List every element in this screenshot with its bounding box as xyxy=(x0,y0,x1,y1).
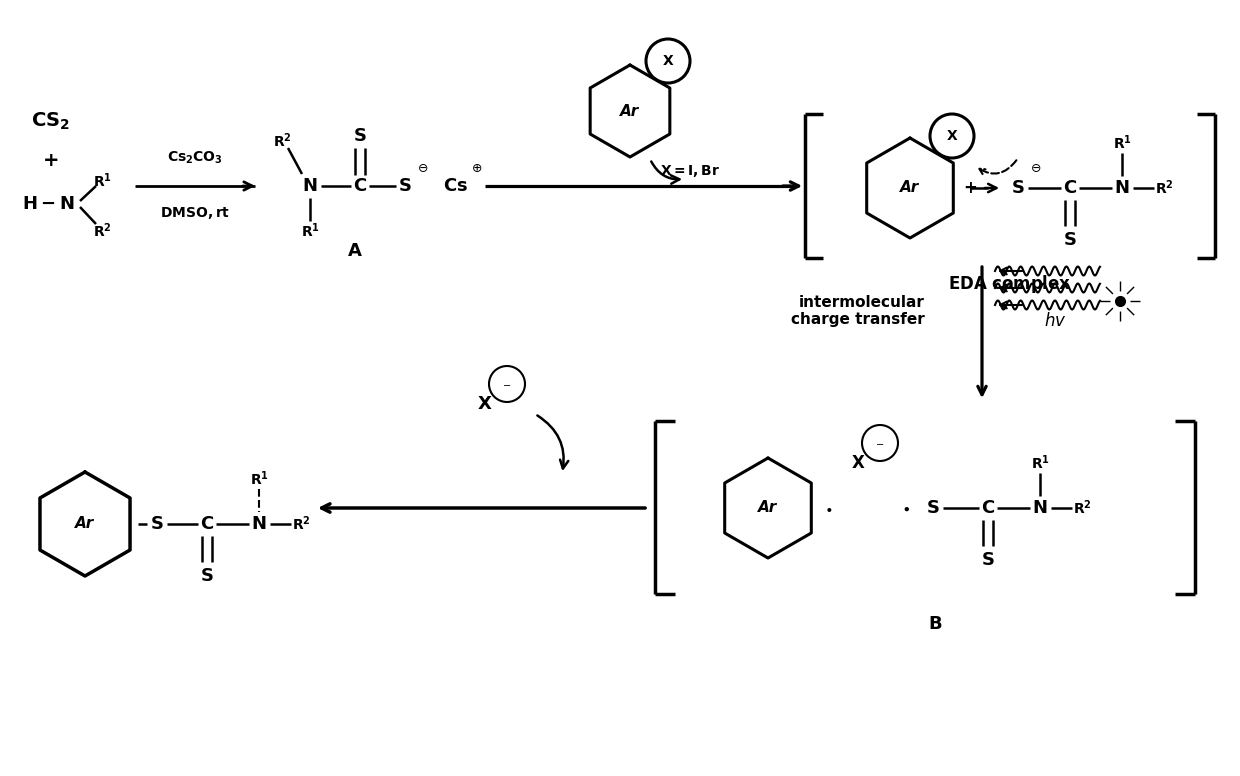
Text: $\mathbf{R^1}$: $\mathbf{R^1}$ xyxy=(300,222,320,241)
Text: $\mathbf{S}$: $\mathbf{S}$ xyxy=(981,551,994,569)
Text: $\mathbf{N}$: $\mathbf{N}$ xyxy=(252,515,267,533)
Text: $\mathbf{S}$: $\mathbf{S}$ xyxy=(353,127,367,145)
Text: $\mathbf{R^2}$: $\mathbf{R^2}$ xyxy=(1154,178,1173,197)
Text: $\mathbf{X}$: $\mathbf{X}$ xyxy=(662,54,675,68)
Text: $\mathbf{R^1}$: $\mathbf{R^1}$ xyxy=(1112,133,1131,152)
Text: $\mathbf{R^1}$: $\mathbf{R^1}$ xyxy=(1030,454,1049,473)
Text: $-$: $-$ xyxy=(502,379,512,389)
Text: $\mathbf{N}$: $\mathbf{N}$ xyxy=(303,177,317,195)
Text: $\mathbf{Cs_2CO_3}$: $\mathbf{Cs_2CO_3}$ xyxy=(167,150,223,166)
Text: Ar: Ar xyxy=(900,181,920,196)
Text: $\mathbf{C}$: $\mathbf{C}$ xyxy=(981,499,994,517)
Text: $\mathbf{R^1}$: $\mathbf{R^1}$ xyxy=(93,171,112,190)
Text: $\mathbf{CS_2}$: $\mathbf{CS_2}$ xyxy=(31,110,69,132)
Text: $\mathbf{B}$: $\mathbf{B}$ xyxy=(928,615,942,633)
Text: $\mathbf{N}$: $\mathbf{N}$ xyxy=(1032,499,1048,517)
Text: $-$: $-$ xyxy=(875,438,884,448)
Text: $\mathbf{C}$: $\mathbf{C}$ xyxy=(353,177,367,195)
Text: $\mathbf{EDA\ complex}$: $\mathbf{EDA\ complex}$ xyxy=(949,273,1071,295)
Text: $\mathbf{R^2}$: $\mathbf{R^2}$ xyxy=(1073,499,1091,518)
Text: $\mathbf{S}$: $\mathbf{S}$ xyxy=(200,567,213,585)
Text: $\mathbf{H-N}$: $\mathbf{H-N}$ xyxy=(22,195,74,213)
Text: $\mathbf{R^1}$: $\mathbf{R^1}$ xyxy=(249,469,269,488)
Text: $\mathbf{Cs}$: $\mathbf{Cs}$ xyxy=(443,177,467,195)
Text: $\ominus$: $\ominus$ xyxy=(1030,161,1042,175)
Text: $\mathbf{S}$: $\mathbf{S}$ xyxy=(926,499,940,517)
Text: $\mathbf{+}$: $\mathbf{+}$ xyxy=(963,179,977,197)
Text: $\mathbf{A}$: $\mathbf{A}$ xyxy=(347,242,363,260)
Text: $\mathbf{+}$: $\mathbf{+}$ xyxy=(42,151,58,171)
Text: $\bullet$: $\bullet$ xyxy=(901,501,910,515)
Text: $\mathbf{DMSO, rt}$: $\mathbf{DMSO, rt}$ xyxy=(160,205,231,221)
Text: Ar: Ar xyxy=(76,517,94,532)
Text: Ar: Ar xyxy=(620,103,640,119)
Text: $\mathbf{S}$: $\mathbf{S}$ xyxy=(1063,231,1076,249)
Text: $\mathit{hv}$: $\mathit{hv}$ xyxy=(1044,312,1066,330)
Text: $\mathbf{N}$: $\mathbf{N}$ xyxy=(1115,179,1130,197)
Text: $\mathbf{C}$: $\mathbf{C}$ xyxy=(200,515,215,533)
Text: $\mathbf{X = I, Br}$: $\mathbf{X = I, Br}$ xyxy=(660,163,720,179)
Text: intermolecular
charge transfer: intermolecular charge transfer xyxy=(791,295,925,327)
Text: Ar: Ar xyxy=(759,501,777,515)
Text: $\mathbf{X}$: $\mathbf{X}$ xyxy=(946,129,959,143)
Text: $\mathbf{S}$: $\mathbf{S}$ xyxy=(150,515,164,533)
Text: $\mathbf{C}$: $\mathbf{C}$ xyxy=(1063,179,1078,197)
Text: $\mathbf{S}$: $\mathbf{S}$ xyxy=(398,177,412,195)
Text: $\mathbf{S}$: $\mathbf{S}$ xyxy=(1011,179,1024,197)
Text: $\mathbf{R^2}$: $\mathbf{R^2}$ xyxy=(93,222,112,241)
Text: $\mathbf{R^2}$: $\mathbf{R^2}$ xyxy=(291,514,310,533)
Text: $\mathbf{X}$: $\mathbf{X}$ xyxy=(477,395,492,413)
Text: $\oplus$: $\oplus$ xyxy=(471,161,482,175)
Text: $\ominus$: $\ominus$ xyxy=(418,161,429,175)
Text: $\bullet$: $\bullet$ xyxy=(823,501,832,515)
Text: $\mathbf{R^2}$: $\mathbf{R^2}$ xyxy=(273,132,291,151)
Text: $\mathbf{X}$: $\mathbf{X}$ xyxy=(851,454,866,472)
